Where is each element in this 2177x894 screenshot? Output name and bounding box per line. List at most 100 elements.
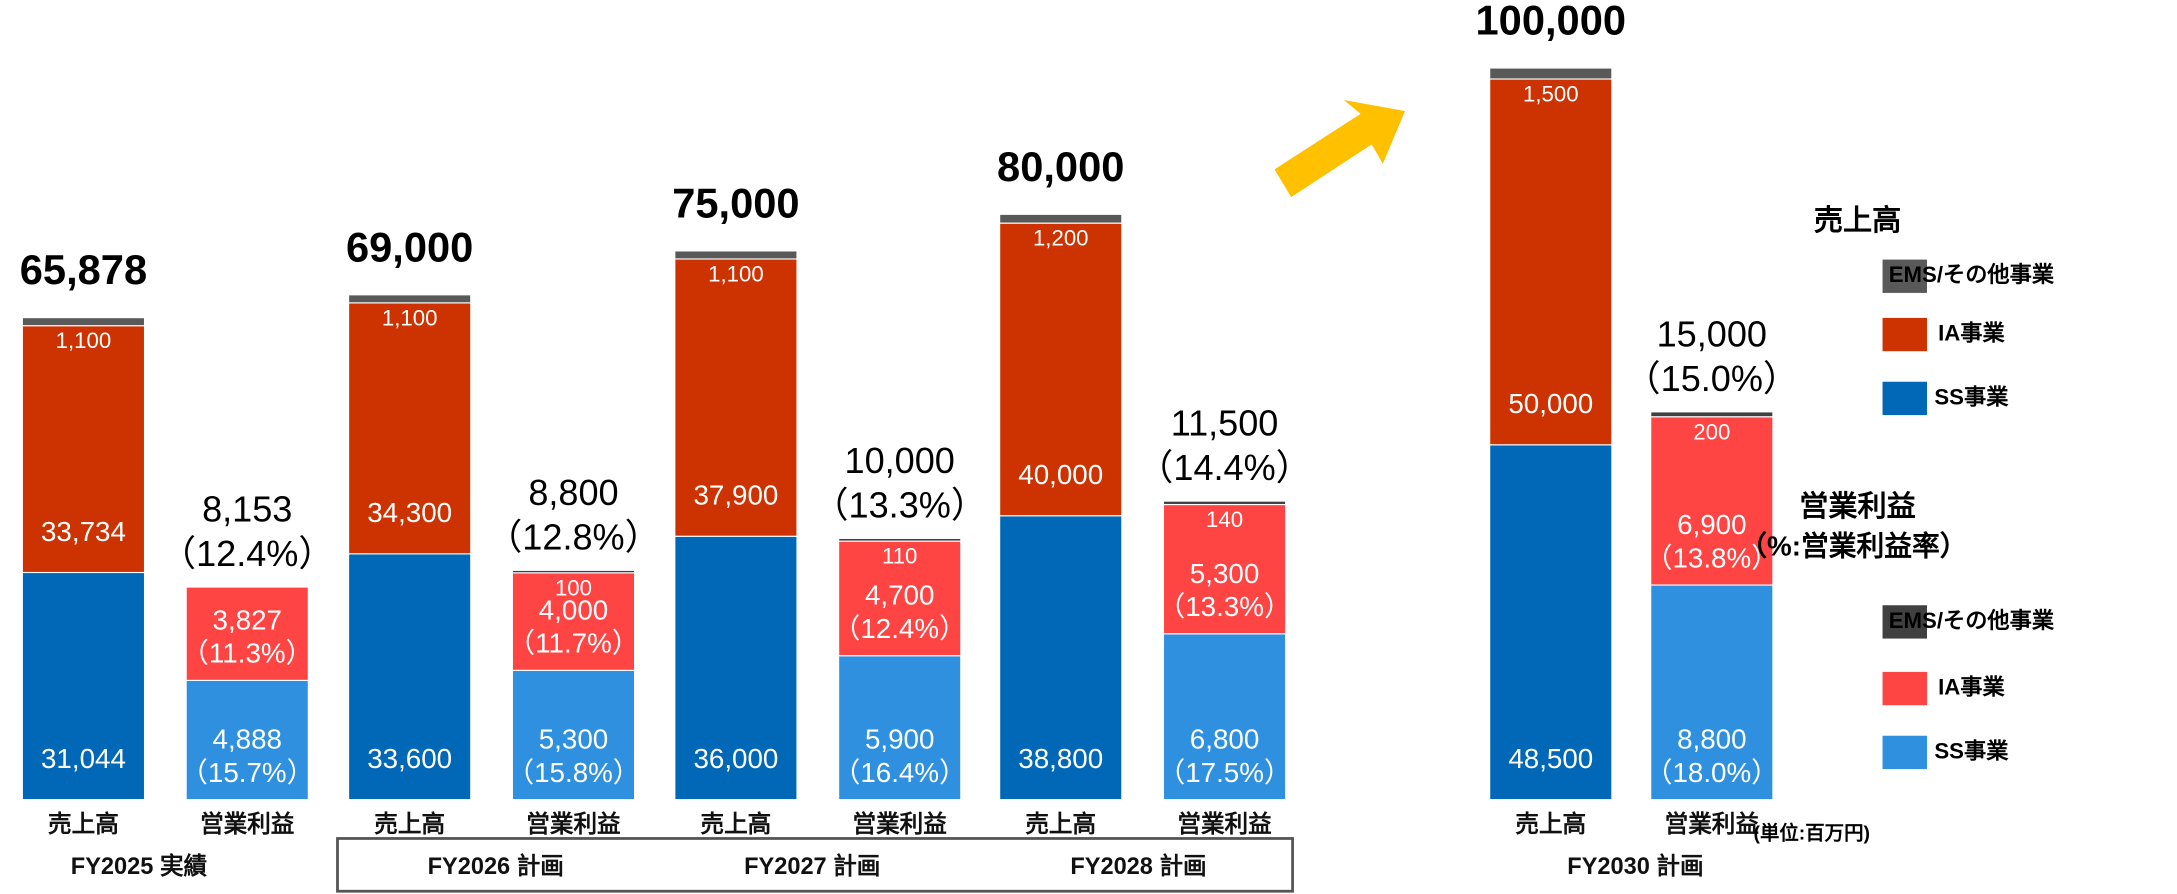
bar-segment (511, 569, 636, 574)
value-label: 50,000 (1508, 388, 1593, 419)
value-label: 40,000 (1018, 459, 1103, 490)
total-margin-label: （14.4%） (1137, 447, 1311, 488)
legend-label: EMS/その他事業 (1889, 608, 2055, 633)
value-label: 31,044 (41, 743, 126, 774)
total-label: 15,000 (1657, 313, 1767, 354)
group-label: FY2025 実績 (71, 852, 208, 879)
value-label: 1,100 (382, 305, 438, 330)
bar-segment (511, 572, 636, 671)
value-label: 1,100 (56, 328, 112, 353)
bar-segment (348, 302, 472, 555)
total-label: 69,000 (346, 223, 473, 270)
category-label: 営業利益 (200, 810, 294, 837)
margin-label: （13.8%） (1645, 542, 1779, 573)
value-label: 140 (1206, 507, 1243, 532)
bar-segment (1650, 584, 1774, 801)
category-label: 営業利益 (853, 810, 947, 837)
total-label: 10,000 (845, 440, 955, 481)
total-margin-label: （13.3%） (812, 484, 986, 525)
bar-segment (674, 258, 798, 537)
value-label: 1,500 (1523, 82, 1579, 107)
bar-segment (999, 213, 1123, 224)
value-label: 48,500 (1508, 743, 1593, 774)
legend-subtitle: （%:営業利益率） (1739, 531, 1967, 562)
value-label: 36,000 (693, 743, 778, 774)
value-label: 1,200 (1033, 226, 1089, 251)
value-label: 8,800 (1677, 724, 1746, 755)
category-label: 売上高 (374, 810, 445, 837)
total-label: 80,000 (997, 143, 1124, 190)
total-label: 100,000 (1476, 0, 1626, 44)
legend-label: IA事業 (1938, 320, 2005, 345)
margin-label: （15.8%） (506, 757, 640, 788)
legend-swatch (1882, 671, 1927, 706)
bar-segment (511, 669, 636, 801)
bar-segment (185, 679, 309, 801)
bar-segment (1162, 633, 1287, 801)
bar-segment (185, 586, 309, 681)
category-label: 売上高 (1515, 810, 1586, 837)
legend-label: SS事業 (1934, 738, 2009, 763)
value-label: 5,300 (539, 724, 608, 755)
group-label: FY2026 計画 (428, 852, 564, 879)
bar-segment (1650, 411, 1774, 418)
value-label: 4,700 (865, 580, 934, 611)
margin-label: （11.7%） (507, 628, 639, 659)
value-label: 3,827 (213, 604, 282, 635)
margin-label: （11.3%） (181, 638, 313, 669)
value-label: 4,000 (539, 594, 608, 625)
bar-segment (1162, 503, 1287, 635)
value-label: 5,900 (865, 724, 934, 755)
bar-segment (999, 222, 1123, 517)
bar-segment (838, 540, 962, 657)
value-label: 34,300 (367, 497, 452, 528)
bar-segment (1162, 500, 1287, 506)
group-label: FY2028 計画 (1070, 852, 1206, 879)
total-label: 8,800 (528, 472, 618, 513)
legend-swatch (1882, 317, 1927, 352)
group-label: FY2027 計画 (744, 852, 880, 879)
category-label: 売上高 (701, 810, 772, 837)
group-box (336, 837, 1294, 893)
total-label: 11,500 (1171, 403, 1279, 444)
value-label: 38,800 (1018, 743, 1103, 774)
bar-segment (674, 250, 798, 260)
total-label: 75,000 (672, 179, 799, 226)
bar-segment (1650, 416, 1774, 586)
value-label: 1,100 (708, 261, 764, 286)
legend-swatch (1882, 259, 1927, 293)
margin-label: （17.5%） (1157, 757, 1291, 788)
margin-label: （16.4%） (833, 757, 967, 788)
unit-note: (単位:百万円) (1753, 821, 1870, 844)
total-label: 65,878 (20, 246, 147, 293)
margin-label: （13.3%） (1157, 591, 1291, 622)
arrow (1274, 99, 1406, 198)
total-margin-label: （15.0%） (1625, 358, 1799, 399)
legend-label: IA事業 (1938, 674, 2005, 699)
legend-swatch (1882, 605, 1927, 639)
value-label: 110 (882, 544, 917, 569)
margin-label: （18.0%） (1645, 757, 1779, 788)
category-label: 売上高 (48, 810, 119, 837)
group-label: FY2030 計画 (1567, 852, 1703, 879)
total-margin-label: （12.4%） (160, 533, 334, 574)
bar-segment (1489, 444, 1613, 801)
legend-title: 売上高 (1814, 204, 1901, 237)
bar-segment (674, 535, 798, 801)
bar-segment (838, 655, 962, 801)
value-label: 5,300 (1190, 558, 1259, 589)
bar-segment (1489, 67, 1613, 80)
legend-swatch (1882, 381, 1927, 416)
category-label: 営業利益 (1177, 810, 1271, 837)
margin-label: （12.4%） (833, 613, 967, 644)
value-label: 100 (555, 575, 592, 600)
value-label: 4,888 (213, 724, 282, 755)
value-label: 33,600 (367, 743, 452, 774)
category-label: 営業利益 (1665, 810, 1759, 837)
category-label: 営業利益 (526, 810, 620, 837)
bar-segment (999, 515, 1123, 801)
bar-segment (21, 317, 146, 327)
bar-segment (21, 325, 146, 574)
